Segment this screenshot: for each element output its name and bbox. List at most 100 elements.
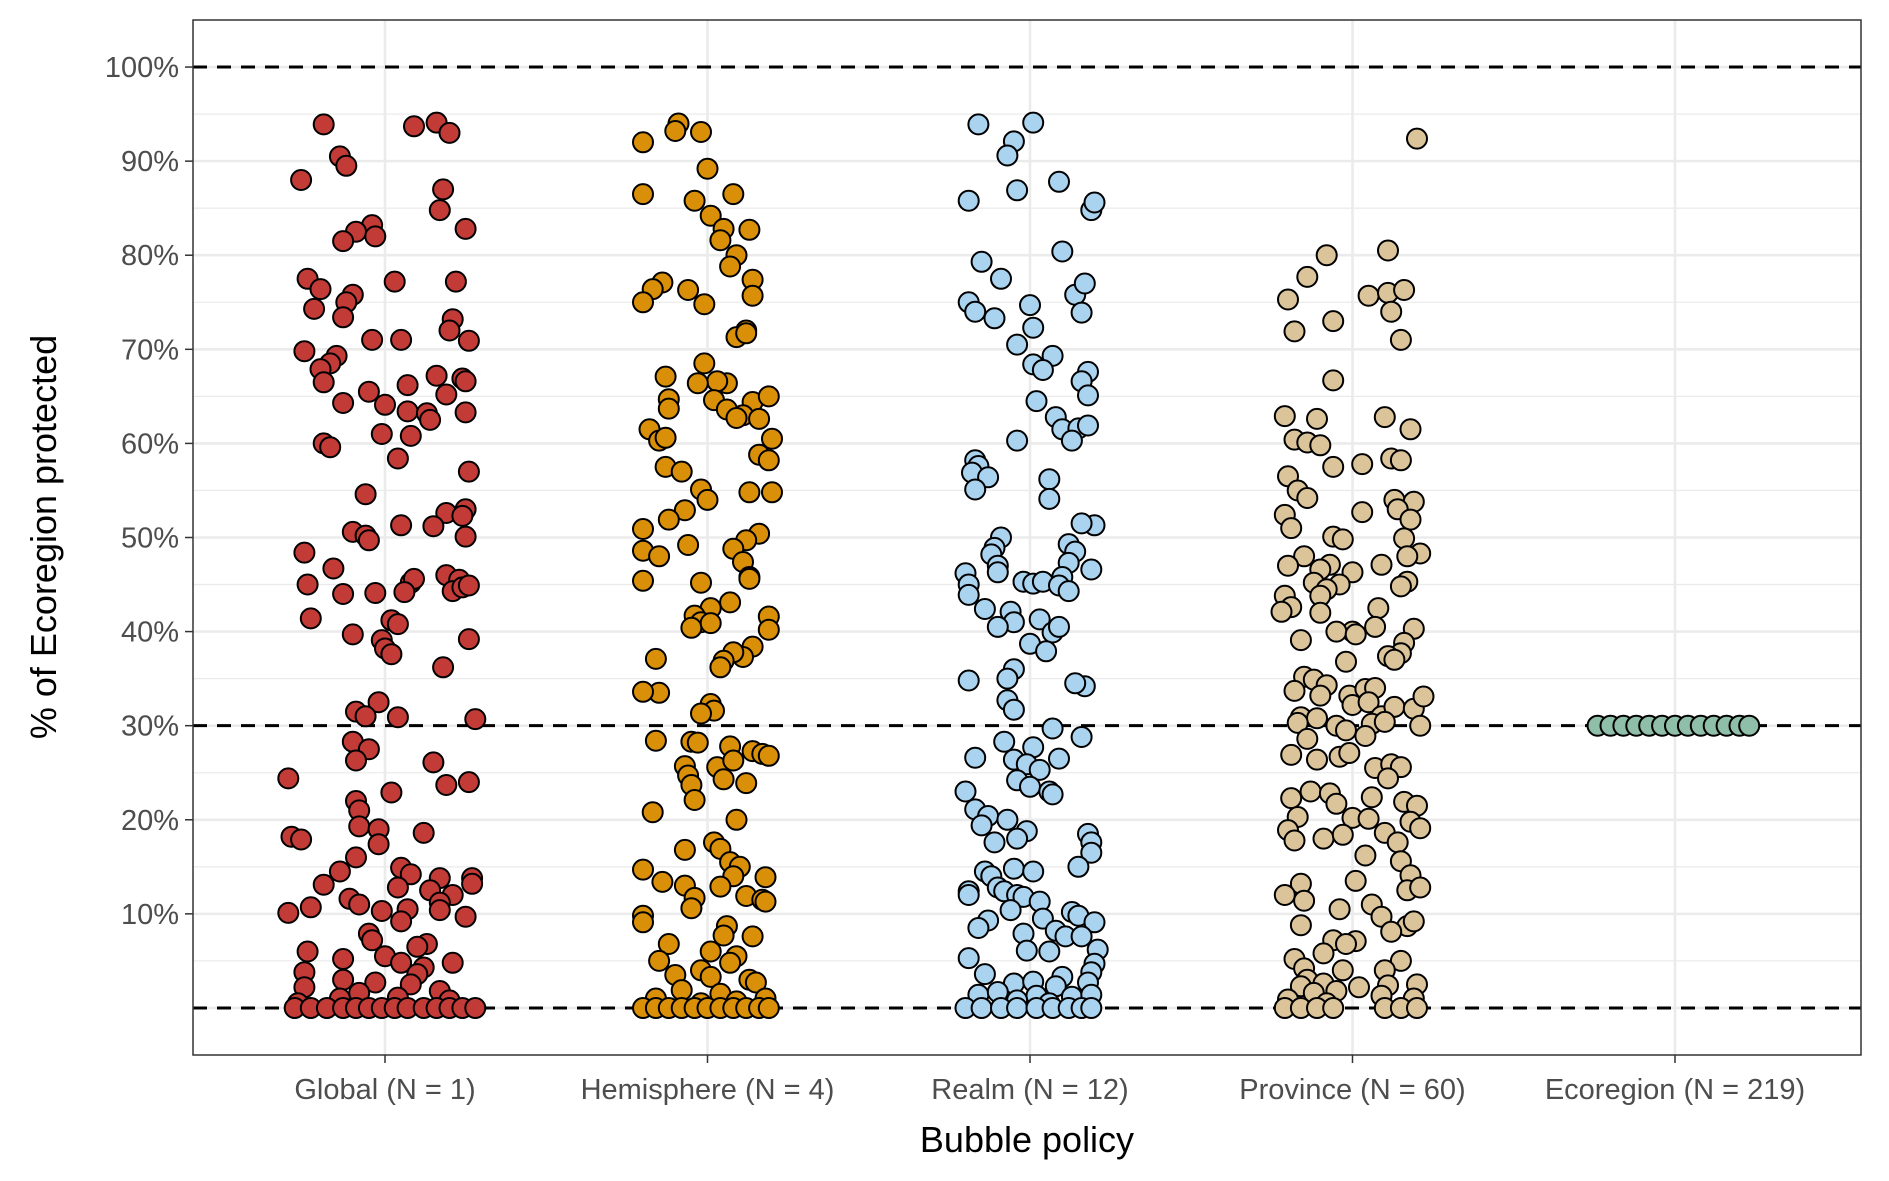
data-point [1038,940,1061,963]
data-point [457,628,480,651]
data-point [1296,487,1319,509]
data-point [725,808,748,831]
data-point [1380,300,1403,323]
data-point [993,730,1016,753]
data-point [1283,829,1306,852]
data-point [457,574,480,597]
data-point [332,968,355,991]
data-point [1335,933,1357,955]
data-point [364,971,387,994]
data-point [1367,597,1390,620]
data-point [312,371,335,394]
data-point [1306,407,1328,430]
data-point [1389,449,1412,472]
data-point [990,267,1012,290]
data-point [432,656,455,679]
data-point [1070,925,1093,948]
data-point [644,729,667,752]
data-point [1022,860,1045,883]
data-point [712,924,735,947]
data-point [1357,807,1380,830]
data-point [748,407,771,430]
data-point [644,647,667,670]
data-point [364,225,387,248]
data-point [367,833,390,856]
data-point [1025,390,1048,413]
data-point [1322,997,1345,1019]
data-point [738,567,761,590]
data-point [677,279,700,301]
y-axis-title: % of Ecoregion protected [23,335,64,739]
data-point [1028,758,1051,781]
y-tick-label: 10% [121,899,179,931]
data-point [996,667,1019,690]
data-point [657,397,680,420]
x-axis: Global (N = 1) Hemisphere (N = 4) Realm (N… [294,1055,1805,1106]
data-point [1070,512,1093,535]
data-point [435,774,458,796]
data-point [709,875,732,898]
data-point [1389,328,1412,351]
data-point [386,447,409,470]
data-point [367,691,390,714]
data-point [1351,501,1374,524]
data-point [296,940,319,963]
data-point [738,481,761,504]
x-tick-label: Province (N = 60) [1239,1074,1465,1106]
data-point [719,255,742,278]
data-point [457,460,480,483]
data-point [1306,748,1328,771]
data-point [648,949,671,972]
data-point [1306,707,1328,730]
data-point [738,218,761,241]
data-point [673,838,696,861]
data-point [1077,384,1099,407]
data-point [1409,876,1432,899]
data-point [693,352,716,375]
x-tick-label: Realm (N = 12) [931,1074,1128,1106]
data-point [1006,333,1029,356]
data-point [632,131,654,154]
y-tick-label: 50% [121,523,179,555]
data-point [438,319,461,342]
data-point [1354,725,1377,747]
data-point [1383,648,1406,671]
data-point [1389,949,1412,972]
data-point [332,230,355,253]
data-point [967,113,990,136]
data-point [332,392,355,414]
data-point [1331,528,1354,551]
data-point [1283,679,1306,702]
data-point [1006,429,1029,452]
data-point [1038,468,1061,491]
data-point [757,449,780,472]
data-point [390,910,413,933]
data-point [1412,685,1435,708]
data-point [1022,316,1045,339]
data-point [712,768,735,791]
data-point [1006,827,1029,850]
data-point [370,423,393,445]
data-point [438,121,461,144]
data-point [1393,527,1416,550]
data-point [673,499,696,522]
data-point [996,144,1019,167]
data-point [693,293,716,316]
data-point [970,997,993,1019]
data-point [293,541,316,564]
data-point [699,204,722,227]
data-point [1399,418,1422,441]
y-tick-label: 30% [121,711,179,743]
data-point [757,618,780,641]
data-point [1006,997,1029,1019]
data-point [683,789,706,811]
data-point [309,278,332,301]
data-point [999,899,1022,922]
data-point [754,890,777,913]
data-point [354,705,377,728]
data-point [761,427,783,450]
data-point [996,808,1019,831]
data-point [1315,244,1338,267]
data-point [1286,711,1309,734]
